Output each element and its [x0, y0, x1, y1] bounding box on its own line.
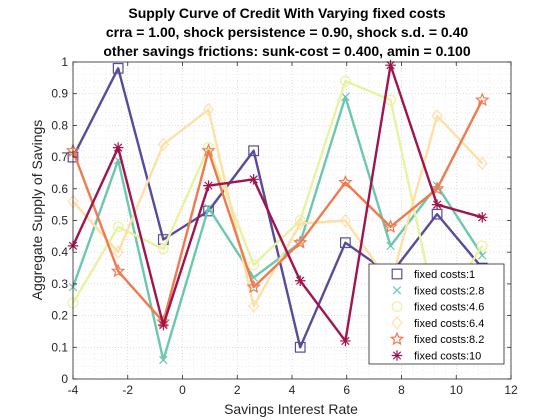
data-point: [203, 205, 214, 217]
x-tick-label: 2: [234, 383, 241, 397]
legend-entry-5: fixed costs:8.2: [389, 331, 484, 346]
data-point: [476, 212, 488, 223]
legend-label: fixed costs:1: [414, 269, 475, 281]
data-point: [476, 240, 488, 252]
data-point: [112, 245, 124, 259]
tick-labels: -4 -2 0 2 4 6 8 10 12 0 0.1 0.2 0.3 0.4 0.5 0.6 0.7 0.8 0.…: [51, 55, 518, 397]
x-tick-label: 8: [398, 383, 405, 397]
data-point: [157, 243, 169, 255]
x-tick-label: 4: [289, 383, 296, 397]
data-point: [246, 279, 261, 294]
y-tick-label: 0.6: [51, 182, 68, 196]
y-tick-label: 0.3: [51, 277, 68, 291]
data-point: [391, 316, 403, 330]
y-tick-label: 1: [61, 55, 68, 69]
legend-label: fixed costs:8.2: [414, 334, 484, 346]
data-point: [431, 109, 443, 123]
data-point: [248, 299, 260, 313]
data-point: [159, 355, 168, 365]
x-tick-label: 12: [504, 383, 518, 397]
series-2: [68, 92, 487, 365]
series-line: [71, 63, 483, 343]
data-point: [157, 137, 169, 152]
data-point: [476, 156, 488, 171]
data-point: [112, 221, 124, 233]
x-axis-label: Savings Interest Rate: [224, 401, 358, 417]
y-tick-label: 0.2: [51, 309, 68, 323]
y-axis-label: Aggregate Supply of Savings: [29, 120, 45, 301]
data-point: [294, 216, 306, 231]
data-point: [110, 263, 126, 278]
series-6: [67, 59, 488, 347]
data-point: [341, 92, 350, 102]
chart-title-line-3: other savings frictions: sunk-cost = 0.4…: [103, 43, 470, 59]
data-point: [294, 275, 306, 287]
data-point: [391, 350, 403, 361]
legend-label: fixed costs:4.6: [414, 302, 484, 314]
data-point: [478, 251, 487, 260]
series-5: [65, 92, 490, 329]
data-point: [202, 102, 215, 117]
data-point: [204, 203, 213, 213]
data-point: [201, 143, 216, 157]
data-point: [339, 75, 351, 87]
x-tick-label: 10: [450, 383, 464, 397]
legend-label: fixed costs:6.4: [414, 318, 484, 330]
series-line: [71, 67, 484, 349]
chart-title-line-2: crra = 1.00, shock persistence = 0.90, s…: [106, 24, 468, 40]
data-point: [391, 301, 403, 313]
data-point: [248, 145, 260, 157]
data-point: [429, 181, 445, 195]
legend-entry-4: fixed costs:6.4: [391, 316, 484, 330]
data-point: [203, 180, 214, 191]
data-point: [293, 235, 308, 249]
legend-entry-2: fixed costs:2.8: [392, 285, 484, 297]
legend: fixed costs:1 fixed costs:2.8 fixed costs:…: [368, 263, 505, 365]
y-tick-label: 0.7: [51, 150, 68, 164]
data-point: [338, 174, 353, 189]
data-point: [431, 199, 443, 210]
y-tick-label: 0.8: [51, 118, 68, 132]
y-tick-label: 0.5: [51, 214, 68, 228]
data-point: [112, 142, 124, 153]
series-line: [71, 99, 484, 324]
data-point: [385, 59, 396, 71]
data-point: [475, 92, 490, 107]
data-point: [112, 62, 124, 74]
data-point: [340, 335, 351, 347]
data-point: [248, 259, 260, 271]
chart-title-line-1: Supply Curve of Credit With Varying fixe…: [128, 5, 445, 21]
x-tick-label: -4: [68, 383, 79, 397]
legend-label: fixed costs:10: [414, 351, 481, 363]
data-point: [392, 286, 402, 295]
y-tick-label: 0: [61, 372, 68, 386]
data-point: [158, 319, 169, 331]
legend-entry-3: fixed costs:4.6: [391, 301, 484, 314]
axes-frame: [72, 61, 512, 380]
legend-box: [368, 263, 505, 365]
legend-entry-1: fixed costs:1: [391, 268, 475, 281]
y-tick-label: 0.4: [51, 245, 68, 259]
data-point: [386, 241, 395, 251]
data-point: [389, 331, 405, 346]
y-tick-label: 0.9: [51, 87, 68, 101]
y-tick-label: 0.1: [51, 340, 68, 354]
data-point: [383, 219, 398, 233]
x-tick-label: 6: [343, 383, 350, 397]
x-tick-label: -2: [122, 383, 133, 397]
data-point: [391, 268, 403, 280]
series-line: [71, 95, 484, 362]
legend-label: fixed costs:2.8: [414, 285, 484, 297]
data-point: [294, 341, 306, 353]
data-point: [339, 213, 351, 228]
data-point: [248, 173, 259, 185]
series-layer: [65, 59, 490, 365]
data-point: [339, 237, 351, 249]
x-tick-label: 0: [179, 383, 186, 397]
legend-entry-6: fixed costs:10: [391, 350, 481, 363]
